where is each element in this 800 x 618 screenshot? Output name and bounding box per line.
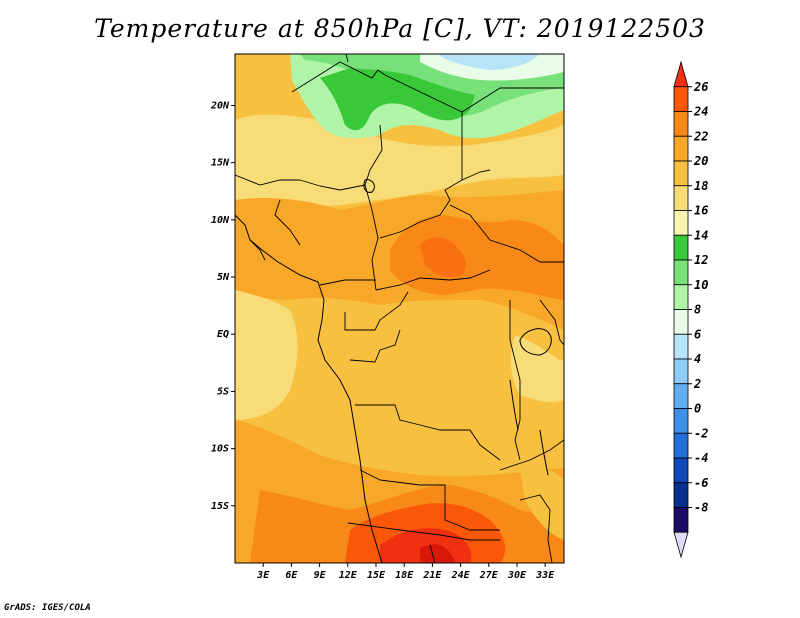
lon-tick-label: 9E	[314, 570, 327, 581]
colorbar-label: 26	[693, 80, 708, 94]
lon-tick-label: 27E	[479, 570, 499, 581]
colorbar-label: -6	[694, 476, 708, 490]
latitude-axis: 20N 15N 10N 5N EQ 5S 10S 15S	[210, 100, 235, 512]
colorbar-label: 10	[694, 278, 708, 292]
field-central-22-24	[390, 215, 564, 300]
colorbar-label: 22	[693, 129, 708, 143]
lat-tick-label: 5S	[217, 386, 229, 397]
field-sahel-16-18	[235, 114, 564, 207]
field-congo-18-20	[313, 305, 530, 473]
lon-tick-label: 15E	[367, 570, 386, 581]
colorbar-band	[673, 86, 689, 112]
lat-tick-label: 15S	[211, 501, 229, 512]
map-title: Temperature at 850hPa [C], VT: 201912250…	[94, 14, 706, 43]
colorbar-band	[673, 135, 689, 162]
colorbar-band	[673, 111, 689, 137]
colorbar-band	[673, 333, 689, 360]
colorbar-label: 20	[693, 154, 708, 168]
colorbar-band	[673, 408, 689, 434]
colorbar-band	[673, 234, 689, 261]
field-sahara-below-12	[320, 68, 475, 131]
colorbar-band	[673, 358, 689, 385]
colorbar-label: -2	[694, 426, 708, 440]
field-central-hot-core	[420, 237, 466, 277]
field-east-highlands	[510, 335, 564, 403]
colorbar-band	[673, 457, 689, 484]
colorbar-label: 14	[694, 228, 708, 242]
colorbar-band	[673, 482, 689, 508]
colorbar-label: -4	[694, 451, 708, 465]
colorbar-top-arrow	[673, 60, 689, 88]
lat-tick-label: EQ	[217, 329, 229, 340]
temperature-field	[235, 54, 564, 563]
lat-tick-label: 20N	[210, 100, 230, 111]
lakes	[363, 179, 552, 476]
atlantic-coastline	[235, 214, 383, 563]
colorbar-band	[673, 259, 689, 286]
grads-credit: GrADS: IGES/COLA	[4, 603, 91, 613]
colorbar-band	[673, 432, 689, 459]
lon-tick-label: 6E	[285, 570, 298, 581]
colorbar-label: 8	[694, 303, 701, 317]
lake-malawi	[539, 429, 549, 476]
colorbar-label: 4	[694, 352, 701, 366]
political-borders	[235, 54, 564, 563]
colorbar-band	[673, 160, 689, 187]
colorbar-label: 12	[694, 253, 708, 267]
colorbar-band	[673, 507, 689, 533]
field-southeast-18-20	[520, 468, 564, 540]
lat-tick-label: 10N	[211, 215, 230, 226]
lon-tick-label: 18E	[395, 570, 414, 581]
field-sahara-4-6	[440, 54, 540, 70]
colorbar-band	[673, 284, 689, 310]
longitude-axis: 3E 6E 9E 12E 15E 18E 21E 24E 27E 30E 33E	[256, 563, 555, 581]
colorbar-label: 18	[694, 179, 708, 193]
lon-tick-label: 30E	[507, 570, 527, 581]
colorbar-label: 6	[694, 327, 701, 341]
colorbar-band	[673, 309, 689, 335]
lon-tick-label: 33E	[535, 570, 555, 581]
colorbar-band	[673, 185, 689, 211]
map-frame	[234, 53, 565, 564]
field-south-max	[420, 544, 455, 563]
lake-chad	[363, 179, 375, 193]
colorbar-band	[673, 210, 689, 236]
lake-victoria	[519, 328, 552, 356]
lake-tanganyika	[509, 379, 519, 431]
colorbar-label: 24	[693, 105, 708, 119]
lon-tick-label: 3E	[256, 570, 270, 581]
colorbar-bottom-arrow	[673, 531, 689, 559]
colorbar-label: 2	[693, 377, 701, 391]
field-west-coast-16-18	[235, 290, 298, 420]
lon-tick-label: 21E	[422, 570, 442, 581]
lon-tick-label: 12E	[339, 570, 358, 581]
colorbar-label: -8	[694, 501, 708, 515]
colorbar-band	[673, 383, 689, 409]
lat-tick-label: 15N	[211, 158, 230, 169]
lat-tick-label: 10S	[211, 444, 229, 455]
colorbar-label: 16	[694, 204, 708, 218]
colorbar-label: 0	[694, 402, 701, 416]
lon-tick-label: 24E	[451, 570, 471, 581]
lat-tick-label: 5N	[217, 272, 230, 283]
